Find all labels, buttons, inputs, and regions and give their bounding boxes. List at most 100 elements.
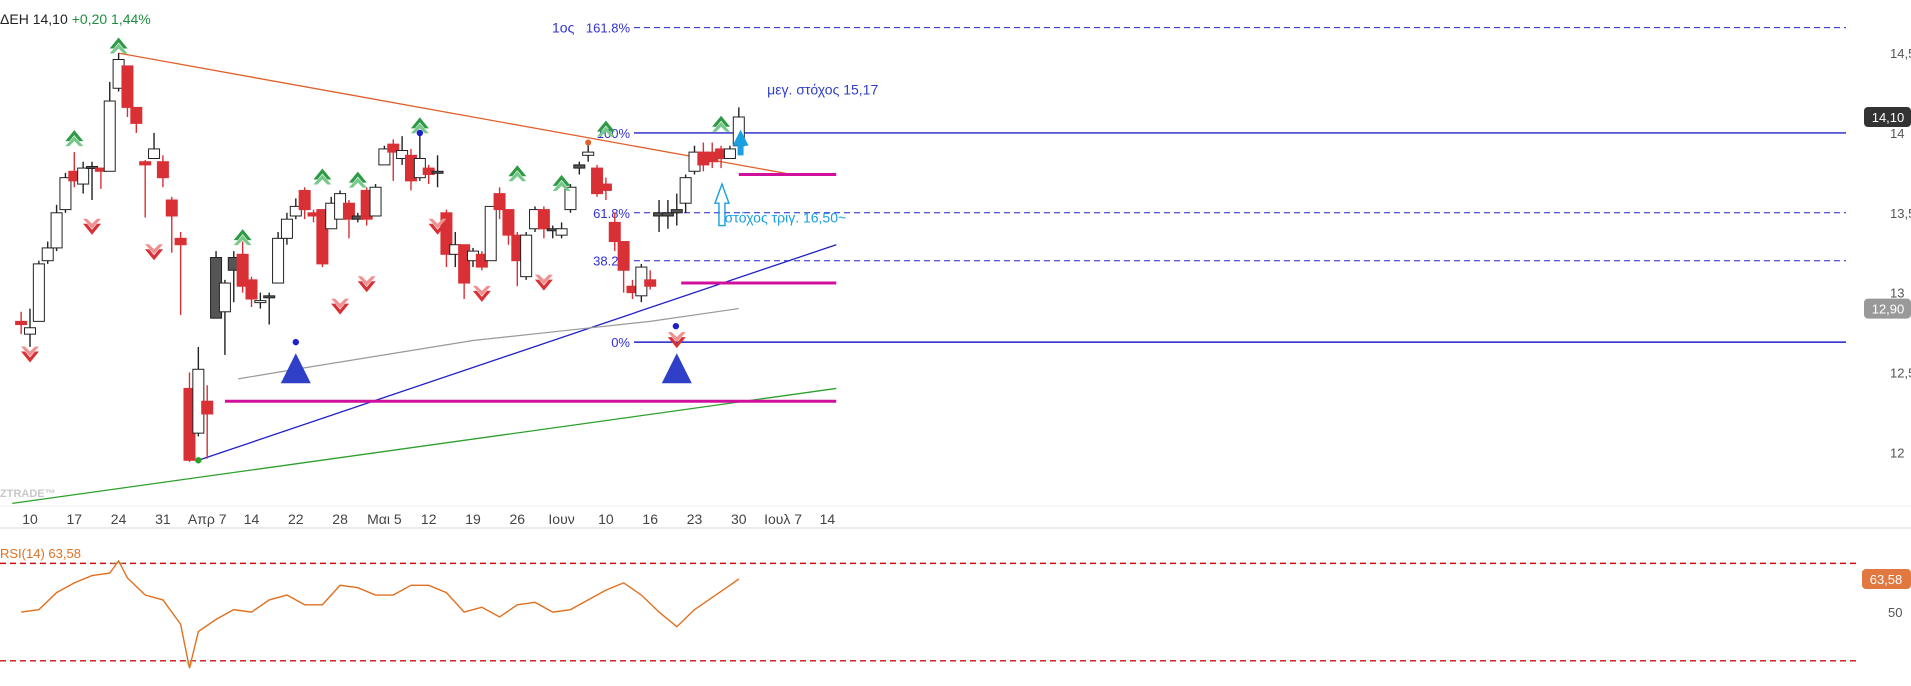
time-axis-tick: 19 xyxy=(465,511,481,527)
candle xyxy=(77,161,90,194)
target-arrow-icon xyxy=(713,182,730,227)
candle xyxy=(298,187,311,220)
rsi-value-tag xyxy=(1862,569,1911,590)
candle-body xyxy=(139,161,152,166)
candle xyxy=(130,106,143,133)
candle xyxy=(263,292,276,325)
candle-body xyxy=(263,295,276,299)
candle-body xyxy=(280,218,293,239)
candle xyxy=(723,145,736,160)
ticker-change: +0,20 1,44% xyxy=(71,11,151,27)
signal-up-icon xyxy=(410,117,429,134)
signal-down-chevron xyxy=(331,298,350,309)
candle-body xyxy=(316,209,329,265)
candle-body xyxy=(254,300,267,304)
signal-up-icon xyxy=(348,171,367,188)
time-axis-tick: 28 xyxy=(332,511,348,527)
candle xyxy=(272,231,285,284)
price-axis-tick: 13 xyxy=(1890,286,1904,301)
target-arrow-icon xyxy=(732,129,749,156)
price-tag xyxy=(1864,106,1911,127)
candle xyxy=(573,161,586,175)
candle xyxy=(148,132,161,160)
rsi-indicator-label: RSI(14) 63,58 xyxy=(0,546,81,561)
moving-average-line xyxy=(238,307,739,380)
time-axis-tick: Μαι 5 xyxy=(367,511,402,527)
time-axis-tick: 22 xyxy=(288,511,304,527)
fib-level-label: 0% xyxy=(611,335,630,350)
rsi-oversold-shade xyxy=(185,660,194,669)
signal-down-chevron xyxy=(83,218,102,229)
candle xyxy=(670,193,683,226)
candle-body xyxy=(644,279,657,287)
candle-body xyxy=(174,237,187,246)
candle-body xyxy=(555,228,568,236)
time-axis-tick: 10 xyxy=(598,511,614,527)
signal-down-chevron xyxy=(667,332,686,343)
candle-body xyxy=(77,167,90,185)
signal-up-chevron xyxy=(596,126,615,137)
fib-level-label: 161.8% xyxy=(586,21,631,36)
signal-up-icon xyxy=(508,165,527,182)
candle-body xyxy=(573,164,586,169)
candle-body xyxy=(440,212,453,255)
ticker-header: ΔΕΗ 14,10 +0,20 1,44% xyxy=(0,8,155,30)
candle-body xyxy=(32,263,45,322)
candle xyxy=(617,241,630,293)
signal-up-icon xyxy=(552,174,571,191)
signal-up-chevron xyxy=(313,168,332,180)
time-axis-tick: 26 xyxy=(510,511,526,527)
time-axis-tick: Ιουν xyxy=(548,511,574,527)
candle-body xyxy=(245,279,258,300)
signal-up-chevron xyxy=(712,121,731,132)
candle xyxy=(201,385,214,459)
signal-down-icon xyxy=(83,218,102,235)
signal-up-chevron xyxy=(348,171,367,183)
candle xyxy=(245,276,258,307)
signal-up-icon xyxy=(712,115,731,132)
time-axis-tick: 23 xyxy=(687,511,703,527)
candle xyxy=(254,292,267,309)
candle xyxy=(661,200,674,229)
candle xyxy=(537,206,550,239)
candle-body xyxy=(289,205,302,217)
signal-down-icon xyxy=(145,244,164,261)
candle xyxy=(15,311,28,335)
price-axis-tick: 12,5 xyxy=(1890,365,1911,380)
candle xyxy=(582,142,595,162)
signal-up-icon xyxy=(109,37,128,54)
candle xyxy=(431,155,444,188)
time-axis-tick: 10 xyxy=(22,511,38,527)
rsi-line xyxy=(21,559,740,669)
candle-body xyxy=(103,100,116,172)
candle-body xyxy=(24,327,36,335)
candle-body xyxy=(165,199,178,217)
trendline-long-support xyxy=(12,387,837,505)
candle-body xyxy=(59,177,72,211)
candle-body xyxy=(661,212,674,217)
signal-down-icon xyxy=(667,332,686,349)
price-axis-tick: 13,5 xyxy=(1890,206,1911,221)
signal-down-chevron xyxy=(472,290,491,302)
candle xyxy=(458,244,471,300)
signal-down-chevron xyxy=(534,274,553,285)
candle-body xyxy=(41,247,54,262)
pivot-dot xyxy=(292,338,299,346)
time-axis-tick: Ιουλ 7 xyxy=(764,511,802,527)
signal-down-chevron xyxy=(331,303,350,315)
candle-body xyxy=(493,193,506,211)
price-axis-tick: 14,5 xyxy=(1890,46,1911,61)
signal-down-icon xyxy=(428,218,447,235)
signal-down-chevron xyxy=(21,351,39,363)
candle-body xyxy=(387,143,400,153)
price-axis-tick: 12 xyxy=(1890,445,1904,460)
candle xyxy=(644,270,657,290)
signal-up-chevron xyxy=(348,177,367,188)
signal-down-chevron xyxy=(428,218,447,229)
candle xyxy=(165,196,178,253)
candle xyxy=(121,65,134,117)
rsi-overbought-shade xyxy=(109,560,124,564)
moving-average-tag-label: 12,90 xyxy=(1872,302,1905,317)
candle-body xyxy=(86,165,99,169)
